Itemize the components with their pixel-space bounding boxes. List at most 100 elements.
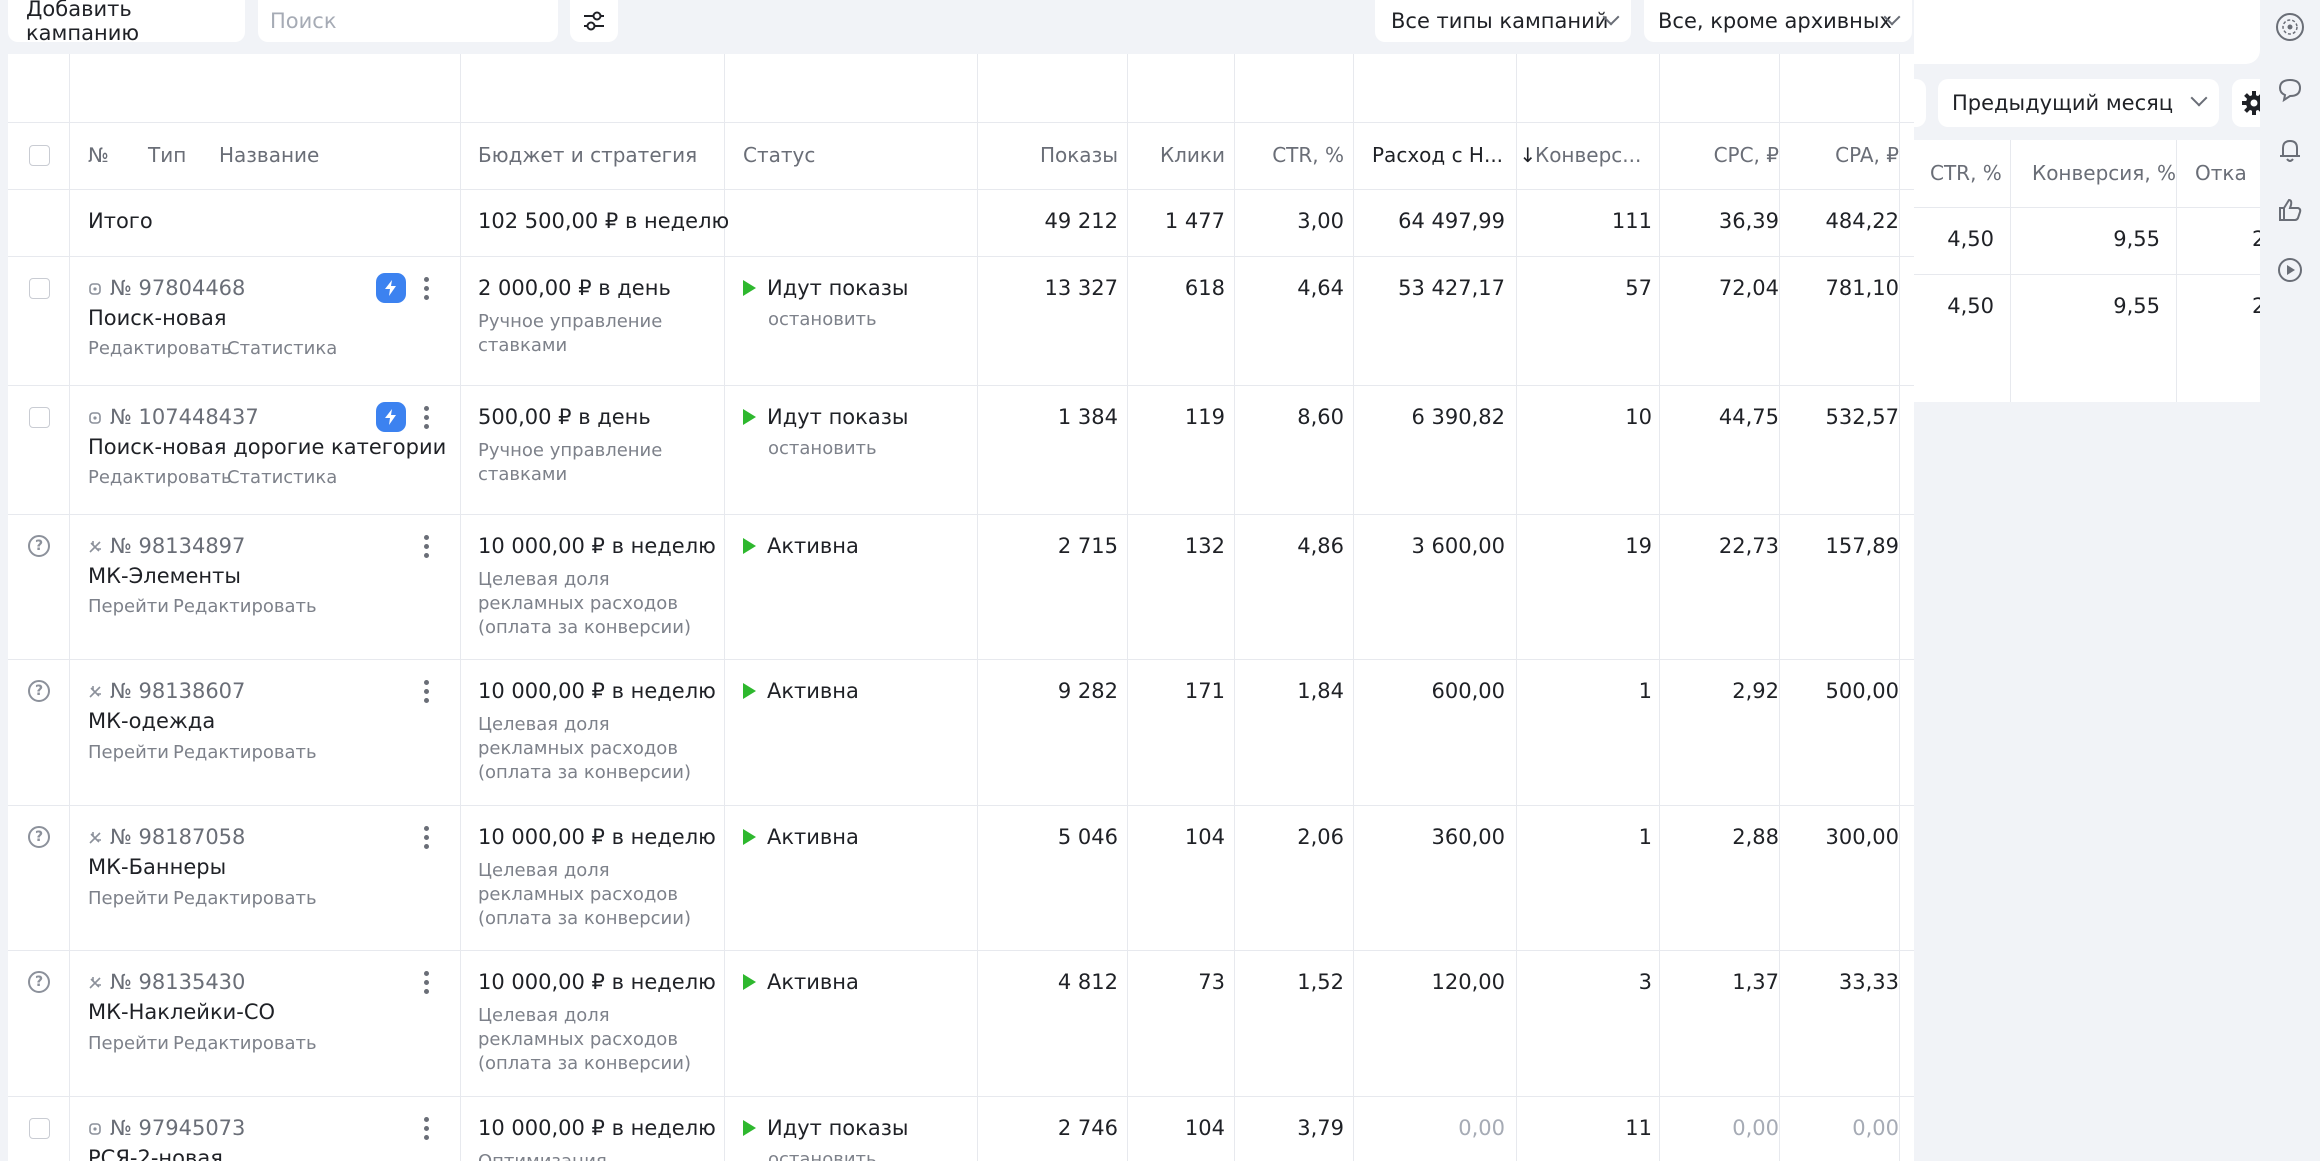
add-campaign-button[interactable]: Добавить кампанию <box>8 0 245 45</box>
play-icon <box>743 974 756 990</box>
ctr-value: 8,60 <box>1297 405 1344 429</box>
ctr-value: 4,86 <box>1297 534 1344 558</box>
period-label: Предыдущий месяц <box>1952 91 2174 115</box>
campaign-name[interactable]: МК-одежда <box>88 709 216 733</box>
more-menu-icon[interactable] <box>422 969 430 997</box>
bell-icon[interactable] <box>2275 135 2305 165</box>
campaign-id: № 98187058 <box>88 825 245 849</box>
more-menu-icon[interactable] <box>422 1115 430 1143</box>
edit-link[interactable]: Редактировать <box>173 1033 317 1054</box>
go-link[interactable]: Перейти <box>88 742 169 763</box>
cpc-value: 72,04 <box>1718 276 1779 300</box>
header-impressions[interactable]: Показы <box>1039 143 1118 167</box>
grid-line <box>1914 207 2260 208</box>
header-type[interactable]: Тип <box>148 143 187 167</box>
more-menu-icon[interactable] <box>422 533 430 561</box>
campaign-types-select[interactable]: Все типы кампаний <box>1375 0 1631 42</box>
grid-line <box>977 54 978 1161</box>
header-bounce[interactable]: Отка <box>2195 161 2247 185</box>
row-checkbox[interactable] <box>29 278 50 299</box>
status-text: Активна <box>767 970 859 994</box>
play-icon <box>743 409 756 425</box>
campaign-name[interactable]: МК-Баннеры <box>88 855 227 879</box>
header-cpa[interactable]: CPA, ₽ <box>1835 143 1899 167</box>
go-link[interactable]: Перейти <box>88 1033 169 1054</box>
lightning-icon[interactable] <box>376 273 406 303</box>
chat-icon[interactable] <box>2275 75 2305 105</box>
header-clicks[interactable]: Клики <box>1159 143 1225 167</box>
cpa-value: 33,33 <box>1838 970 1899 994</box>
search-input[interactable]: Поиск <box>258 0 558 42</box>
spend-value: 3 600,00 <box>1411 534 1505 558</box>
play-icon <box>743 538 756 554</box>
status-filter-label: Все, кроме архивных <box>1658 9 1892 33</box>
grid-line <box>8 122 1914 123</box>
conversions-value: 19 <box>1625 534 1652 558</box>
help-icon[interactable]: ? <box>28 971 50 993</box>
go-link[interactable]: Перейти <box>88 596 169 617</box>
campaign-types-label: Все типы кампаний <box>1391 9 1609 33</box>
header-conversion-rate[interactable]: Конверсия, % <box>2032 161 2177 185</box>
go-link[interactable]: Перейти <box>88 888 169 909</box>
filter-settings-button[interactable] <box>570 0 618 42</box>
play-circle-icon[interactable] <box>2275 255 2305 285</box>
ctr-value: 4,64 <box>1297 276 1344 300</box>
campaign-id-text: № 97804468 <box>110 276 246 300</box>
header-ctr[interactable]: CTR, % <box>1272 143 1344 167</box>
campaign-name[interactable]: МК-Элементы <box>88 564 241 588</box>
campaign-name[interactable]: Поиск-новая дорогие категории <box>88 435 447 459</box>
ctr-value-right: 4,50 <box>1947 294 1994 318</box>
select-all-checkbox[interactable] <box>29 145 50 166</box>
status-text: Активна <box>767 679 859 703</box>
stop-link[interactable]: остановить <box>768 1149 877 1161</box>
help-icon[interactable]: ? <box>28 826 50 848</box>
stop-link[interactable]: остановить <box>768 309 877 330</box>
edit-link[interactable]: Редактировать <box>88 338 232 359</box>
header-number[interactable]: № <box>88 143 109 167</box>
cpa-value: 500,00 <box>1825 679 1899 703</box>
cpa-value: 781,10 <box>1825 276 1899 300</box>
header-ctr-right[interactable]: CTR, % <box>1930 161 2002 185</box>
edit-link[interactable]: Редактировать <box>173 888 317 909</box>
campaign-strategy: Целевая доля рекламных расходов (оплата … <box>478 860 691 929</box>
row-checkbox[interactable] <box>29 1118 50 1139</box>
header-budget[interactable]: Бюджет и стратегия <box>478 143 698 167</box>
campaign-id: № 107448437 <box>88 405 259 429</box>
more-menu-icon[interactable] <box>422 678 430 706</box>
lightning-icon[interactable] <box>376 402 406 432</box>
more-menu-icon[interactable] <box>422 275 430 303</box>
clicks-value: 104 <box>1184 825 1225 849</box>
statistics-link[interactable]: Статистика <box>227 467 338 488</box>
more-menu-icon[interactable] <box>422 824 430 852</box>
header-status[interactable]: Статус <box>743 143 816 167</box>
help-icon[interactable]: ? <box>28 535 50 557</box>
campaign-name[interactable]: Поиск-новая <box>88 306 227 330</box>
help-icon[interactable]: ? <box>28 680 50 702</box>
assistant-icon[interactable] <box>2275 12 2305 42</box>
thumbs-up-icon[interactable] <box>2275 195 2305 225</box>
edit-link[interactable]: Редактировать <box>88 467 232 488</box>
campaign-id: № 98138607 <box>88 679 245 703</box>
row-checkbox[interactable] <box>29 407 50 428</box>
status-text: Идут показы <box>767 1116 909 1140</box>
edit-link[interactable]: Редактировать <box>173 596 317 617</box>
header-conversions[interactable]: Конверс... <box>1535 143 1642 167</box>
period-select[interactable]: Предыдущий месяц <box>1938 79 2219 127</box>
edit-link[interactable]: Редактировать <box>173 742 317 763</box>
campaign-name[interactable]: МК-Наклейки-СО <box>88 1000 276 1024</box>
cpc-value: 2,92 <box>1732 679 1779 703</box>
header-spend[interactable]: Расход с Н... ↓ <box>1372 143 1536 167</box>
impressions-value: 2 746 <box>1057 1116 1118 1140</box>
search-campaign-icon <box>89 412 101 424</box>
spend-value: 120,00 <box>1431 970 1505 994</box>
grid-line <box>8 514 1914 515</box>
ctr-value: 3,79 <box>1297 1116 1344 1140</box>
more-menu-icon[interactable] <box>422 404 430 432</box>
header-cpc[interactable]: CPC, ₽ <box>1713 143 1779 167</box>
campaign-name[interactable]: РСЯ-2-новая <box>88 1146 223 1161</box>
statistics-link[interactable]: Статистика <box>227 338 338 359</box>
header-name[interactable]: Название <box>219 143 320 167</box>
stop-link[interactable]: остановить <box>768 438 877 459</box>
campaign-budget: 500,00 ₽ в день <box>478 405 651 429</box>
status-filter-select[interactable]: Все, кроме архивных <box>1644 0 1912 42</box>
